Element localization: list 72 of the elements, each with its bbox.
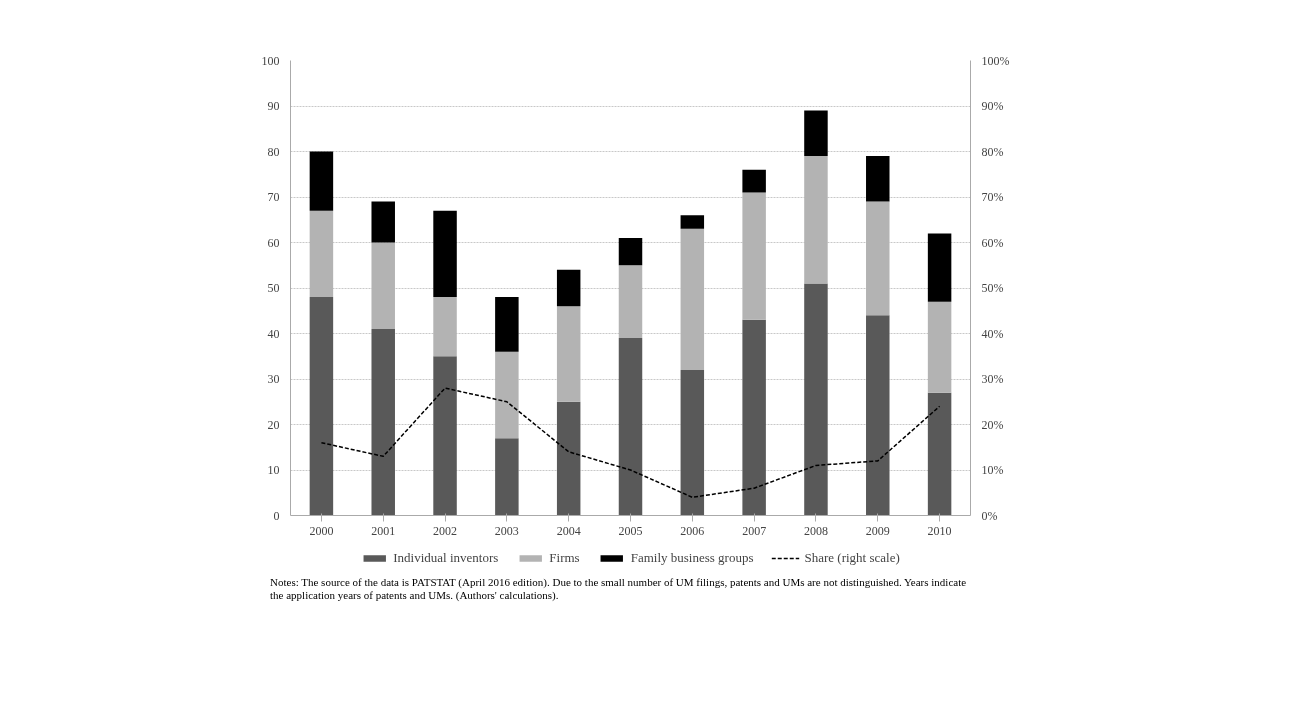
y-tick-label: 60 <box>267 235 280 250</box>
bar <box>742 192 766 320</box>
x-tick-label: 2004 <box>556 523 581 538</box>
bar <box>433 210 457 298</box>
bar <box>618 265 643 339</box>
legend-label: Individual inventors <box>393 550 499 566</box>
bar <box>804 283 828 516</box>
x-tick-label: 2009 <box>865 523 890 538</box>
bar <box>618 338 643 516</box>
y2-tick-label: 80% <box>981 144 1004 159</box>
bar <box>680 215 705 229</box>
bar <box>742 169 766 193</box>
y-tick-label: 10 <box>267 463 280 477</box>
bar <box>927 233 952 302</box>
x-tick-label: 2003 <box>494 523 519 538</box>
bar <box>742 319 766 516</box>
bar <box>680 228 705 370</box>
y2-tick-label: 0% <box>981 508 998 523</box>
bar <box>309 210 334 298</box>
y2-tick-label: 20% <box>981 417 1004 432</box>
bar <box>371 328 395 516</box>
y-tick-label: 40 <box>267 326 280 341</box>
y-tick-label: 20 <box>267 417 280 432</box>
legend-label: Firms <box>549 550 580 566</box>
bar <box>495 438 519 516</box>
text: Notes: The source of the data is PATSTAT (April 2016 edition). Due to the small number of UM filings, patents and UMs are not distinguished. Years indicate the application years of patents and UMs. (Authors' calculations). <box>270 576 968 603</box>
y2-tick-label: 100% <box>981 53 1010 68</box>
y2-tick-label: 90% <box>981 99 1004 113</box>
bar <box>866 315 890 516</box>
bar <box>556 401 581 516</box>
y-tick-label: 80 <box>267 144 280 159</box>
y2-tick-label: 40% <box>981 326 1004 341</box>
x-tick-label: 2005 <box>618 523 643 538</box>
y2-tick-label: 50% <box>981 281 1004 295</box>
bar <box>680 369 705 516</box>
bar <box>433 356 457 516</box>
y-tick-label: 100 <box>261 53 280 68</box>
bar <box>433 297 457 357</box>
bar <box>866 156 890 202</box>
x-tick-label: 2006 <box>680 523 705 538</box>
y2-tick-label: 70% <box>981 190 1004 204</box>
x-tick-label: 2008 <box>803 523 828 538</box>
bar <box>866 201 890 316</box>
y-tick-label: 90 <box>267 99 280 113</box>
bar <box>495 297 519 352</box>
bar <box>804 110 828 157</box>
bar <box>927 301 952 393</box>
x-tick-label: 2007 <box>742 523 767 538</box>
y-tick-label: 30 <box>267 372 280 386</box>
bar <box>309 297 334 516</box>
y2-tick-label: 30% <box>981 372 1004 386</box>
y2-tick-label: 60% <box>981 235 1004 250</box>
bar <box>556 306 581 402</box>
bar <box>556 269 581 307</box>
x-tick-label: 2002 <box>433 523 458 538</box>
y2-tick-label: 10% <box>981 463 1004 477</box>
x-tick-label: 2010 <box>927 523 952 538</box>
y-tick-label: 50 <box>267 281 280 295</box>
bar <box>495 351 519 439</box>
bar <box>371 242 395 329</box>
x-tick-label: 2000 <box>309 523 334 538</box>
y-tick-label: 0 <box>273 508 280 523</box>
bar <box>804 156 828 284</box>
line-series <box>320 387 941 499</box>
x-tick-label: 2001 <box>371 523 396 538</box>
y-tick-label: 70 <box>267 190 280 204</box>
bar <box>309 151 334 211</box>
bar <box>927 392 952 516</box>
bar <box>371 201 395 243</box>
legend-label: Share (right scale) <box>804 550 900 566</box>
legend-label: Family business groups <box>630 550 754 566</box>
bar <box>618 237 643 266</box>
